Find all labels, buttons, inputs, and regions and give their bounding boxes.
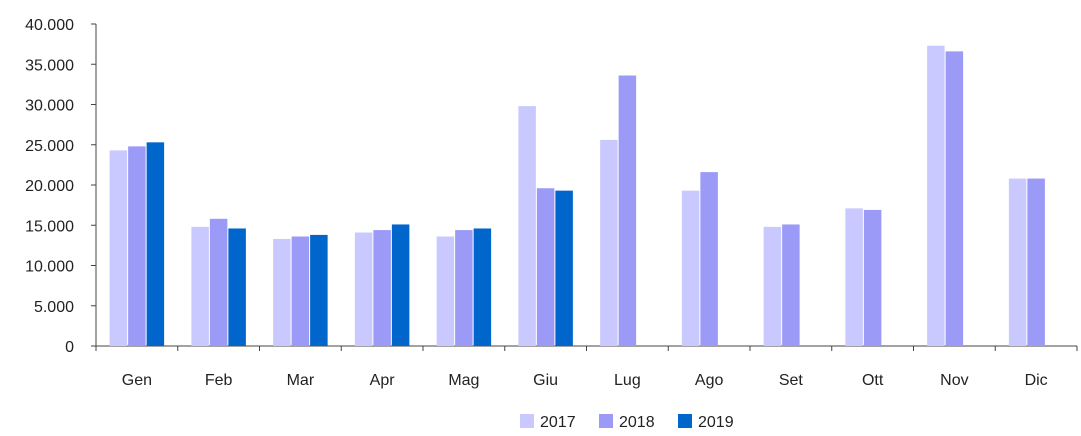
bar-2018-apr <box>373 230 391 346</box>
x-tick-label: Ott <box>862 372 884 389</box>
y-tick-label: 15.000 <box>25 218 74 235</box>
x-tick-label: Mag <box>448 372 479 389</box>
y-tick-label: 10.000 <box>25 259 74 276</box>
bar-2018-giu <box>536 188 555 346</box>
legend: 2017 2018 2019 <box>520 414 734 431</box>
legend-swatch-2019 <box>678 414 692 428</box>
bar-2018-feb <box>209 218 228 346</box>
legend-label-2019: 2019 <box>698 414 734 431</box>
bar-2017-mar <box>273 238 291 346</box>
bar-2017-nov <box>927 45 945 347</box>
bar-2017-apr <box>354 232 373 346</box>
bar-2019-gen <box>146 142 165 346</box>
bar-2019-mar <box>310 234 328 346</box>
x-tick-label: Feb <box>205 372 233 389</box>
y-tick-label: 40.000 <box>25 17 74 34</box>
bar-2018-gen <box>128 146 146 346</box>
bar-2018-mar <box>291 236 310 346</box>
y-tick-label: 0 <box>65 339 74 356</box>
y-tick-label: 5.000 <box>34 299 74 316</box>
x-tick-label: Mar <box>287 372 315 389</box>
legend-swatch-2018 <box>599 414 613 428</box>
x-tick-label: Apr <box>370 372 396 389</box>
x-tick-label: Set <box>779 372 804 389</box>
bar-2019-feb <box>228 228 246 346</box>
bars-group <box>109 45 1045 347</box>
bar-2018-dic <box>1027 178 1045 346</box>
x-tick-label: Ago <box>695 372 724 389</box>
bar-2017-lug <box>600 139 618 346</box>
bar-2018-nov <box>945 51 964 347</box>
x-axis-ticks: Gen Feb Mar Apr Mag Giu Lug Ago Set Ott Nov Dic <box>95 346 1078 389</box>
legend-label-2017: 2017 <box>540 414 576 431</box>
y-tick-label: 30.000 <box>25 98 74 115</box>
bar-2019-apr <box>391 224 410 346</box>
bar-2019-mag <box>473 228 492 346</box>
bar-2017-ago <box>681 190 700 346</box>
x-tick-label: Dic <box>1025 372 1048 389</box>
bar-2018-set <box>782 224 800 346</box>
bar-2019-giu <box>555 190 573 346</box>
x-tick-label: Nov <box>940 372 968 389</box>
bar-2018-mag <box>455 230 473 346</box>
y-tick-label: 20.000 <box>25 178 74 195</box>
y-tick-label: 25.000 <box>25 138 74 155</box>
bar-2017-feb <box>191 226 209 346</box>
x-tick-label: Giu <box>533 372 558 389</box>
x-tick-label: Gen <box>122 372 152 389</box>
bar-2017-dic <box>1008 178 1027 346</box>
legend-label-2018: 2018 <box>619 414 655 431</box>
bar-2017-set <box>763 226 782 346</box>
x-tick-label: Lug <box>614 372 641 389</box>
y-axis-ticks: 0 5.000 10.000 15.000 20.000 25.000 30.000 35.0… <box>25 17 96 356</box>
bar-2017-gen <box>109 150 128 346</box>
bar-2017-giu <box>518 106 536 346</box>
bar-2017-mag <box>436 236 455 346</box>
bar-2017-ott <box>845 208 863 346</box>
y-tick-label: 35.000 <box>25 57 74 74</box>
legend-swatch-2017 <box>520 414 534 428</box>
bar-2018-ott <box>863 209 882 346</box>
bar-2018-lug <box>618 75 637 347</box>
bar-2018-ago <box>700 172 718 346</box>
